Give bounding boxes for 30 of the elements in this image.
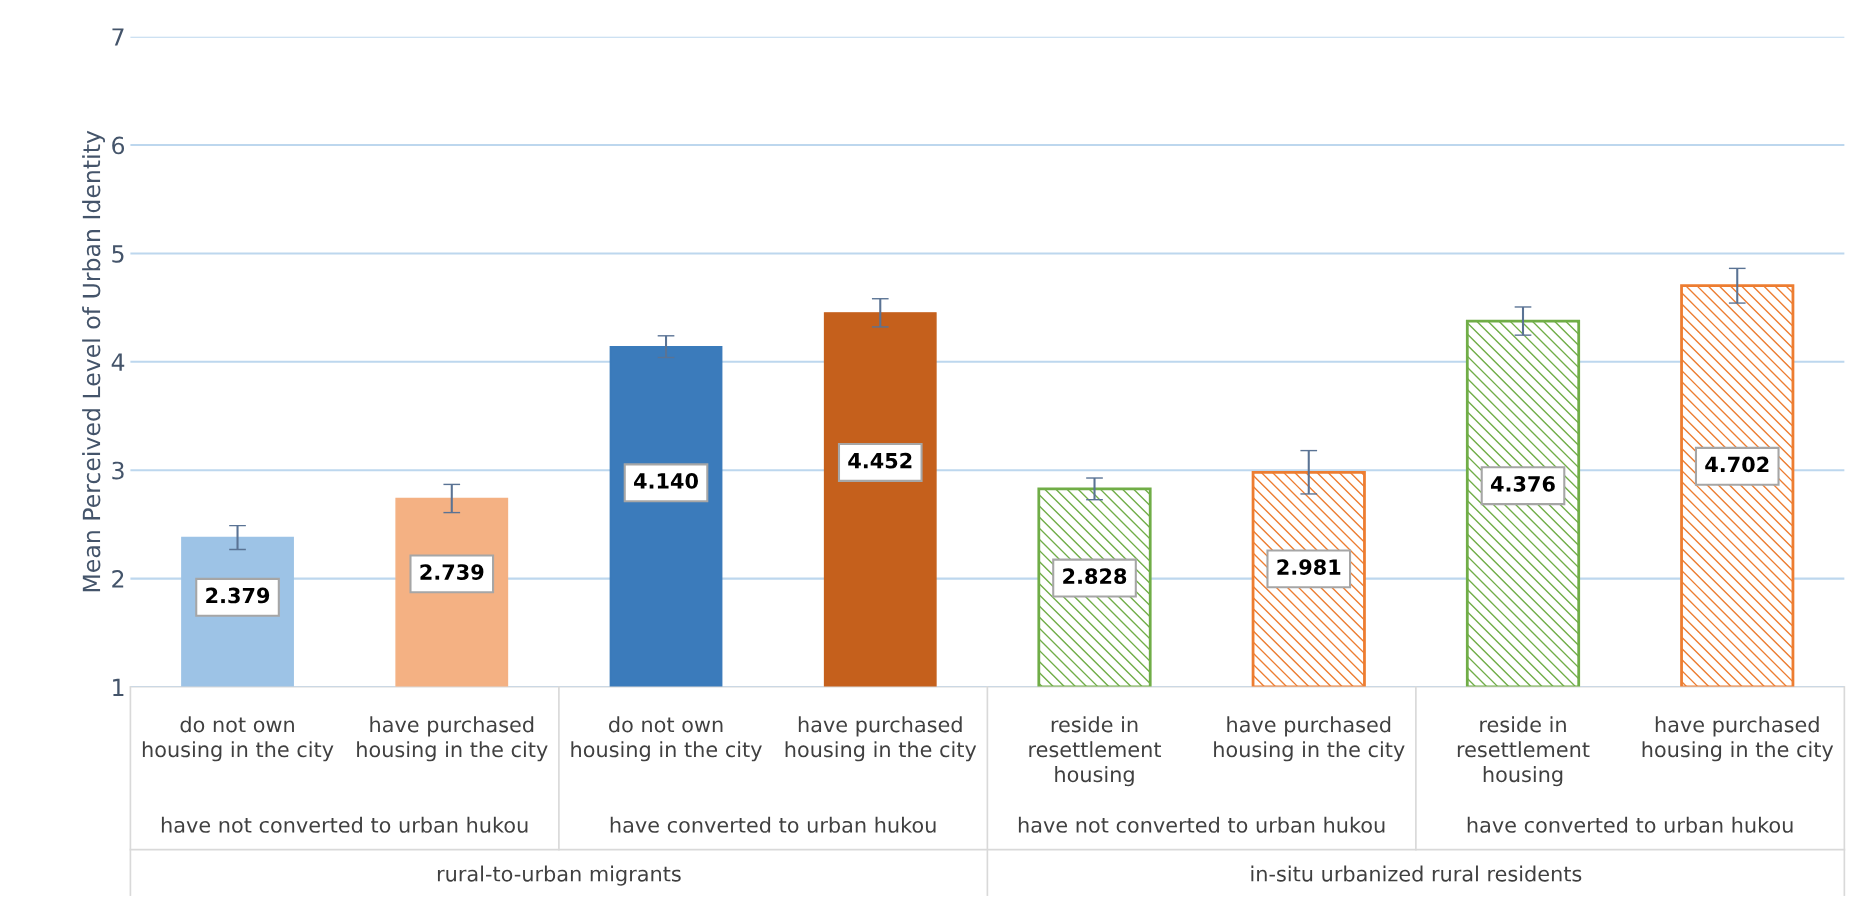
x-tick-label: have purchased housing in the city: [1642, 716, 1834, 762]
x-tick-label: do not own housing in the city: [142, 716, 334, 762]
text: have converted to urban hukou: [610, 816, 936, 833]
data-label: 2.828: [1063, 568, 1127, 585]
y-tick-label: 3: [112, 461, 124, 480]
text: have converted to urban hukou: [1467, 816, 1793, 833]
data-label: 4.452: [848, 452, 912, 469]
data-label: 2.379: [206, 587, 270, 604]
text: have not converted to urban hukou: [1018, 816, 1385, 833]
y-tick-label: 4: [111, 353, 125, 371]
y-axis-title: Mean Perceived Level of Urban Identity: [82, 130, 105, 592]
y-tick-label: 6: [112, 136, 125, 155]
x-tick-label: reside in resettlement housing: [1457, 716, 1590, 787]
x-tick-label: do not own housing in the city: [571, 716, 762, 762]
x-tick-label: have purchased housing in the city: [1214, 716, 1405, 762]
data-label: 4.140: [634, 473, 698, 489]
data-label: 4.702: [1705, 456, 1769, 473]
text: have not converted to urban hukou: [161, 816, 528, 833]
x-tick-label: reside in resettlement housing: [1029, 716, 1162, 787]
text: in-situ urbanized rural residents: [1251, 865, 1582, 882]
x-tick-label: have purchased housing in the city: [357, 716, 548, 762]
y-tick-label: 5: [112, 245, 124, 263]
y-tick-label: 7: [112, 28, 124, 46]
data-label: 4.376: [1490, 476, 1555, 492]
y-tick-label: 2: [112, 570, 124, 588]
text: rural-to-urban migrants: [437, 865, 681, 886]
data-label: 2.981: [1277, 559, 1341, 575]
y-tick-label: 1: [113, 678, 124, 696]
data-label: 2.739: [420, 564, 484, 580]
x-tick-label: have purchased housing in the city: [785, 716, 977, 762]
